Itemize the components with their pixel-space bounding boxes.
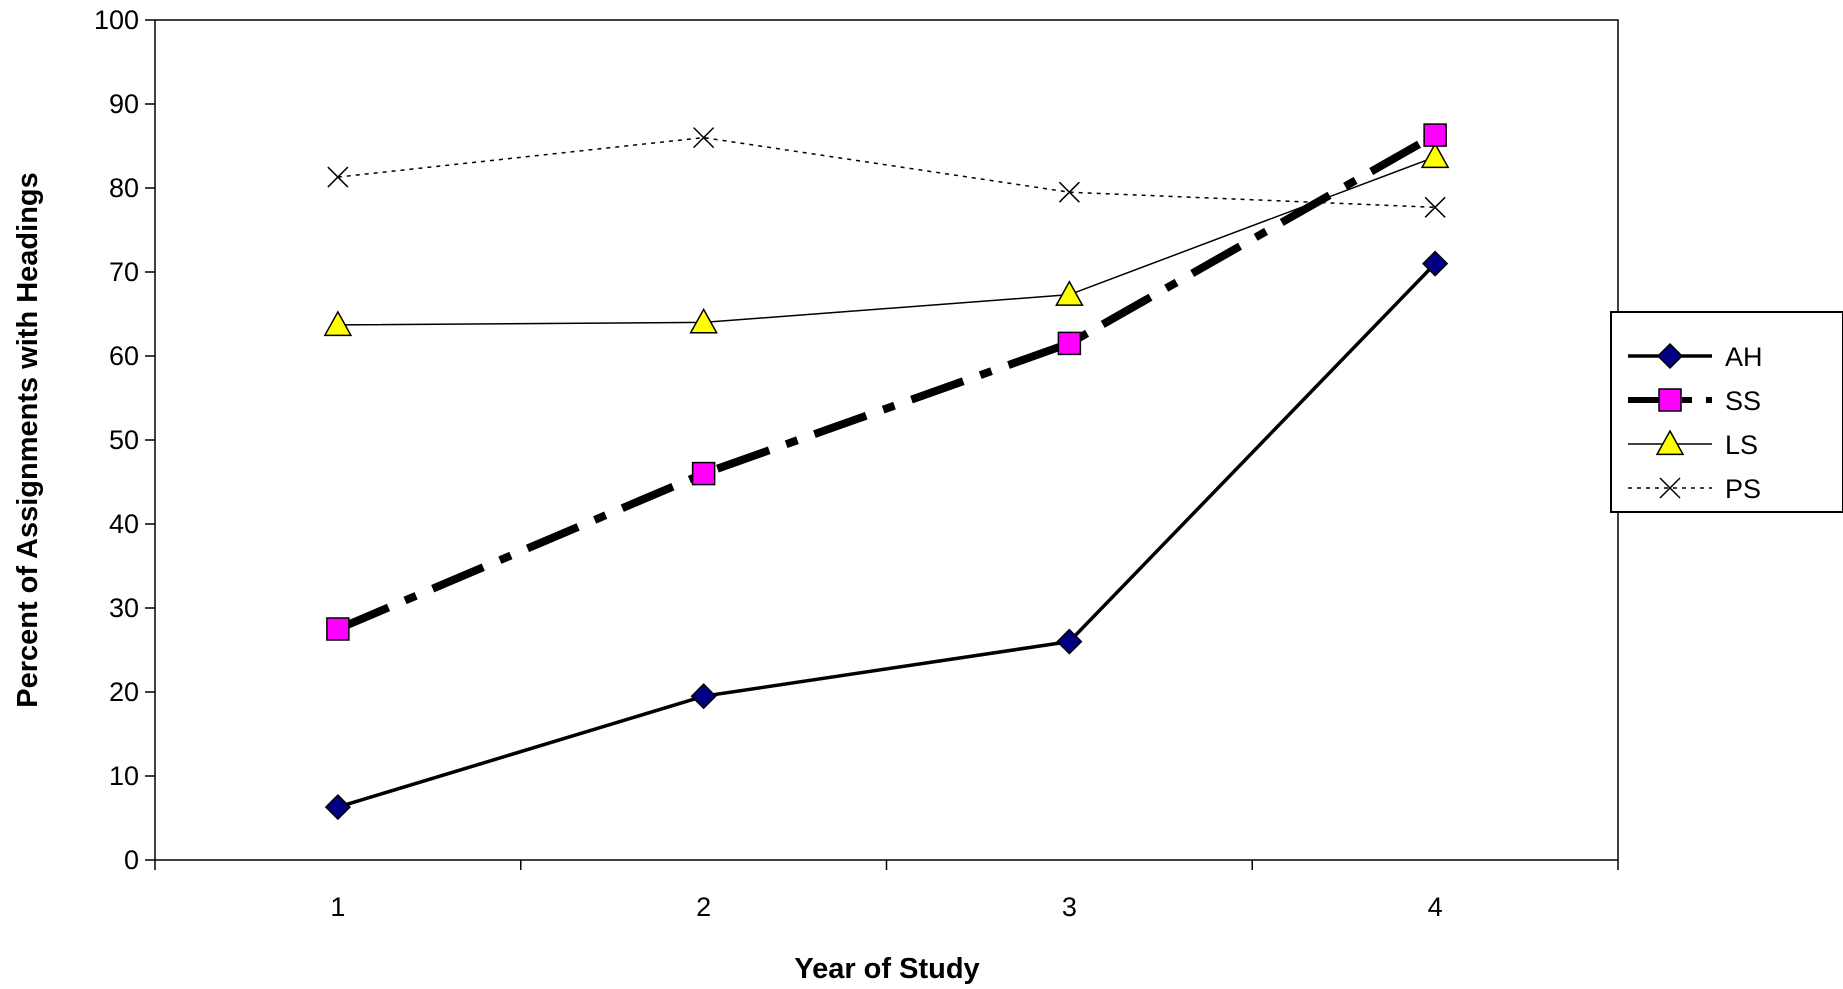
data-point-ps <box>327 166 349 188</box>
legend-marker-ss <box>1658 388 1682 412</box>
y-tick-label: 10 <box>109 761 139 791</box>
x-axis-title: Year of Study <box>794 953 979 985</box>
series-line-ls <box>337 156 1436 326</box>
data-point-ls <box>323 310 353 337</box>
data-point-ps <box>693 127 715 149</box>
y-tick-label: 0 <box>124 845 139 875</box>
legend-marker-ls <box>1655 429 1685 456</box>
series-lines <box>336 131 1438 809</box>
legend-box <box>1610 311 1843 513</box>
y-tick-label: 60 <box>109 341 139 371</box>
y-tick-label: 30 <box>109 593 139 623</box>
y-tick-label: 70 <box>109 257 139 287</box>
data-point-ss <box>691 461 716 486</box>
legend: AH SS LS PS <box>1610 311 1843 513</box>
axes: 0 10 20 30 40 50 60 70 80 90 100 1 2 3 4 <box>94 5 1619 922</box>
data-point-ls <box>1420 142 1450 169</box>
y-tick-label: 100 <box>94 5 139 35</box>
data-point-ss <box>1423 123 1447 147</box>
y-tick-label: 20 <box>109 677 139 707</box>
y-axis-title: Percent of Assignments with Headings <box>12 172 44 708</box>
series-line-ps <box>337 136 1436 209</box>
x-tick-label: 3 <box>1062 892 1077 922</box>
data-point-ah <box>1422 250 1449 277</box>
y-tick-label: 80 <box>109 173 139 203</box>
plot-area <box>154 19 1619 861</box>
legend-label-ss: SS <box>1725 386 1761 416</box>
series-markers <box>323 123 1450 821</box>
legend-label-ps: PS <box>1725 474 1761 504</box>
data-point-ah <box>324 794 351 821</box>
data-point-ps <box>1424 196 1446 218</box>
legend-label-ls: LS <box>1725 430 1758 460</box>
legend-marker-ps <box>1659 477 1681 499</box>
y-tick-label: 50 <box>109 425 139 455</box>
data-point-ah <box>1056 628 1083 655</box>
x-tick-label: 1 <box>330 892 345 922</box>
legend-marker-ah <box>1656 342 1684 370</box>
x-tick-label: 4 <box>1428 892 1443 922</box>
data-point-ss <box>326 617 350 641</box>
y-tick-label: 90 <box>109 89 139 119</box>
data-point-ps <box>1058 181 1080 203</box>
data-point-ls <box>1055 280 1084 306</box>
series-line-ah <box>337 262 1437 809</box>
legend-label-ah: AH <box>1725 342 1763 372</box>
data-point-ah <box>690 683 717 710</box>
data-point-ls <box>689 307 718 334</box>
data-point-ss <box>1057 331 1082 356</box>
x-tick-label: 2 <box>696 892 711 922</box>
series-line-ss <box>336 131 1438 633</box>
y-tick-label: 40 <box>109 509 139 539</box>
